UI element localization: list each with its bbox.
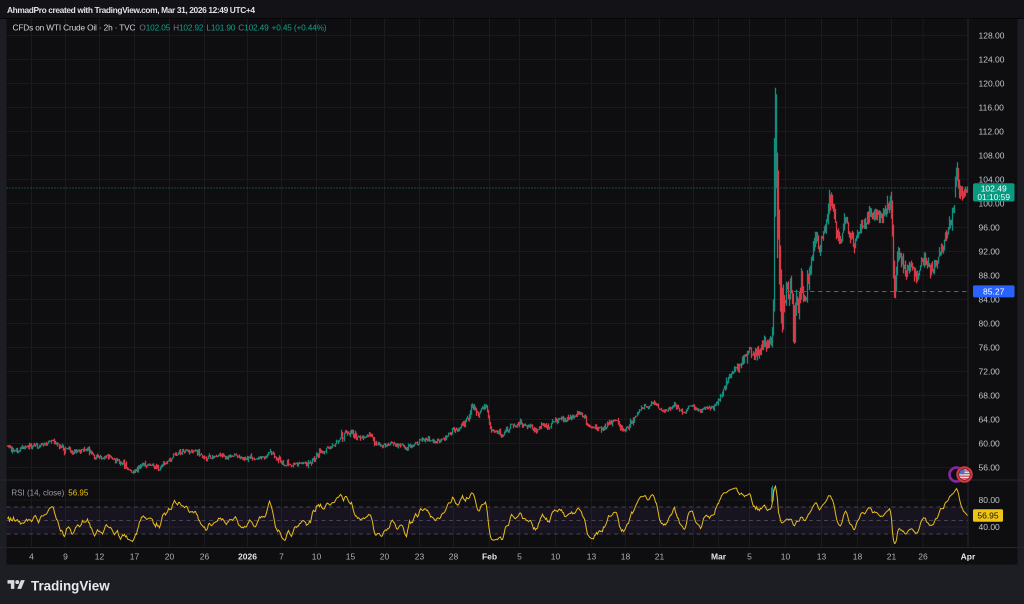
svg-text:12: 12	[95, 552, 105, 562]
svg-text:56.95: 56.95	[977, 511, 999, 521]
svg-text:116.00: 116.00	[979, 103, 1005, 113]
svg-text:Mar: Mar	[711, 552, 727, 562]
svg-text:88.00: 88.00	[979, 271, 1001, 281]
svg-text:102.49: 102.49	[981, 183, 1007, 193]
svg-text:4: 4	[29, 552, 34, 562]
svg-text:80.00: 80.00	[979, 495, 1001, 505]
svg-text:124.00: 124.00	[979, 55, 1005, 65]
svg-text:10: 10	[312, 552, 322, 562]
svg-text:7: 7	[279, 552, 284, 562]
svg-text:10: 10	[551, 552, 561, 562]
svg-text:92.00: 92.00	[979, 247, 1001, 257]
svg-text:01:10:59: 01:10:59	[977, 192, 1010, 202]
svg-text:20: 20	[165, 552, 175, 562]
svg-text:80.00: 80.00	[979, 319, 1001, 329]
svg-text:85.27: 85.27	[983, 287, 1005, 297]
svg-text:17: 17	[130, 552, 140, 562]
svg-text:26: 26	[200, 552, 210, 562]
svg-text:56.00: 56.00	[979, 463, 1001, 473]
svg-text:72.00: 72.00	[979, 367, 1001, 377]
svg-text:40.00: 40.00	[979, 522, 1001, 532]
svg-text:Feb: Feb	[482, 552, 497, 562]
svg-text:96.00: 96.00	[979, 223, 1001, 233]
svg-text:10: 10	[781, 552, 791, 562]
svg-text:26: 26	[918, 552, 928, 562]
svg-text:28: 28	[449, 552, 459, 562]
svg-text:84.00: 84.00	[979, 295, 1001, 305]
svg-text:RSI (14, close)56.95: RSI (14, close) 56.95	[11, 489, 88, 498]
svg-text:13: 13	[587, 552, 597, 562]
svg-text:68.00: 68.00	[979, 391, 1001, 401]
svg-text:23: 23	[415, 552, 425, 562]
svg-text:15: 15	[346, 552, 356, 562]
svg-text:18: 18	[853, 552, 863, 562]
svg-text:AhmadPro created with TradingV: AhmadPro created with TradingView.com, M…	[7, 5, 255, 15]
svg-text:9: 9	[63, 552, 68, 562]
svg-text:108.00: 108.00	[979, 151, 1005, 161]
svg-text:128.00: 128.00	[979, 31, 1005, 41]
svg-text:112.00: 112.00	[979, 127, 1005, 137]
svg-text:2026: 2026	[238, 552, 257, 562]
svg-text:5: 5	[517, 552, 522, 562]
svg-text:104.00: 104.00	[979, 175, 1005, 185]
svg-text:64.00: 64.00	[979, 415, 1001, 425]
svg-text:18: 18	[621, 552, 631, 562]
svg-text:13: 13	[817, 552, 827, 562]
svg-text:21: 21	[655, 552, 665, 562]
svg-text:76.00: 76.00	[979, 343, 1001, 353]
svg-text:120.00: 120.00	[979, 79, 1005, 89]
svg-text:Apr: Apr	[961, 552, 976, 562]
svg-text:TradingView: TradingView	[31, 578, 110, 593]
svg-text:CFDs on WTI Crude Oil · 2h · T: CFDs on WTI Crude Oil · 2h · TVC O102.05 H…	[13, 22, 327, 32]
svg-text:21: 21	[887, 552, 897, 562]
svg-text:5: 5	[747, 552, 752, 562]
svg-text:60.00: 60.00	[979, 439, 1001, 449]
svg-text:100.00: 100.00	[979, 199, 1005, 209]
svg-text:20: 20	[380, 552, 390, 562]
